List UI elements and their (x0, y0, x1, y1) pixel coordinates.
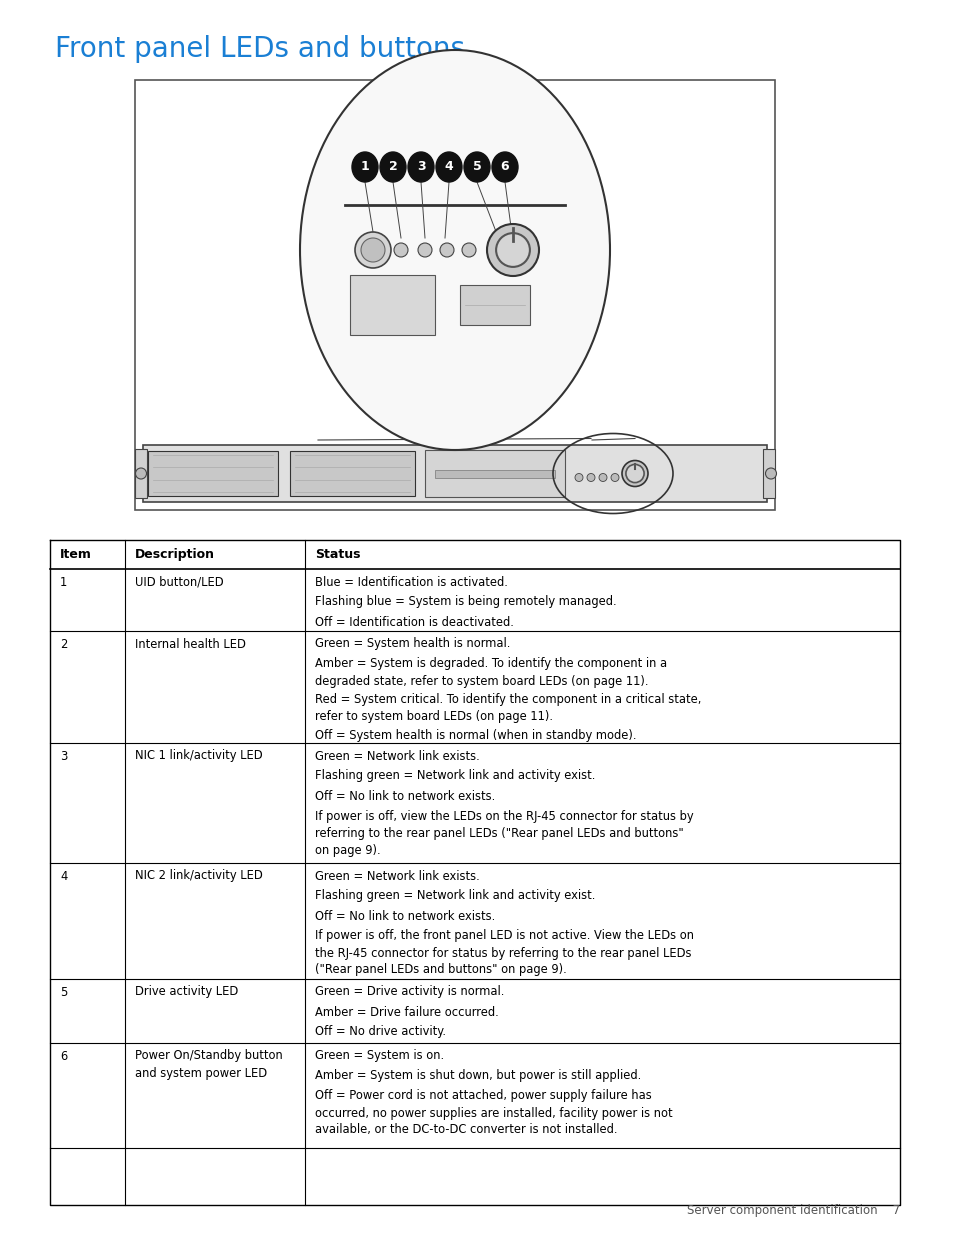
Circle shape (439, 243, 454, 257)
Text: If power is off, the front panel LED is not active. View the LEDs on
the RJ-45 c: If power is off, the front panel LED is … (314, 930, 693, 977)
Text: 2: 2 (60, 637, 68, 651)
Ellipse shape (352, 152, 377, 182)
Circle shape (417, 243, 432, 257)
Ellipse shape (463, 152, 490, 182)
Text: Green = System is on.: Green = System is on. (314, 1050, 444, 1062)
Text: Red = System critical. To identify the component in a critical state,
refer to s: Red = System critical. To identify the c… (314, 693, 700, 722)
Circle shape (135, 468, 147, 479)
Bar (459, 285, 530, 325)
Ellipse shape (379, 152, 406, 182)
Text: 4: 4 (444, 161, 453, 173)
Text: 3: 3 (60, 750, 68, 762)
Text: Amber = System is shut down, but power is still applied.: Amber = System is shut down, but power i… (314, 1070, 640, 1083)
Text: Off = No link to network exists.: Off = No link to network exists. (314, 789, 495, 803)
Circle shape (575, 473, 582, 482)
Bar (148, 451, 277, 496)
Text: 3: 3 (416, 161, 425, 173)
Text: 5: 5 (472, 161, 481, 173)
Text: Internal health LED: Internal health LED (135, 637, 246, 651)
Ellipse shape (299, 49, 609, 450)
Text: 1: 1 (60, 576, 67, 589)
Text: Front panel LEDs and buttons: Front panel LEDs and buttons (55, 35, 464, 63)
Circle shape (355, 232, 391, 268)
Text: Amber = System is degraded. To identify the component in a
degraded state, refer: Amber = System is degraded. To identify … (314, 657, 666, 688)
Bar (135, 80, 774, 510)
Text: Description: Description (135, 548, 214, 561)
Bar (762, 450, 774, 498)
Circle shape (621, 461, 647, 487)
Text: 2: 2 (388, 161, 397, 173)
Text: Off = No drive activity.: Off = No drive activity. (314, 1025, 446, 1039)
Circle shape (461, 243, 476, 257)
Text: Flashing green = Network link and activity exist.: Flashing green = Network link and activi… (314, 889, 595, 903)
Circle shape (586, 473, 595, 482)
Text: 6: 6 (60, 1050, 67, 1062)
Text: 6: 6 (500, 161, 509, 173)
Text: Flashing blue = System is being remotely managed.: Flashing blue = System is being remotely… (314, 595, 616, 609)
Circle shape (486, 224, 538, 275)
Bar (135, 450, 147, 498)
Bar (424, 450, 564, 496)
Text: 5: 5 (60, 986, 68, 999)
Text: Item: Item (60, 548, 91, 561)
Bar (290, 451, 415, 496)
Circle shape (360, 238, 385, 262)
Text: If power is off, view the LEDs on the RJ-45 connector for status by
referring to: If power is off, view the LEDs on the RJ… (314, 809, 693, 857)
Ellipse shape (436, 152, 461, 182)
Text: Flashing green = Network link and activity exist.: Flashing green = Network link and activi… (314, 769, 595, 783)
Text: Green = Network link exists.: Green = Network link exists. (314, 750, 479, 762)
Text: Blue = Identification is activated.: Blue = Identification is activated. (314, 576, 507, 589)
Text: Off = Identification is deactivated.: Off = Identification is deactivated. (314, 615, 514, 629)
Circle shape (394, 243, 408, 257)
Text: Off = Power cord is not attached, power supply failure has
occurred, no power su: Off = Power cord is not attached, power … (314, 1089, 672, 1136)
Bar (435, 469, 555, 478)
Text: 1: 1 (360, 161, 369, 173)
Circle shape (496, 233, 529, 267)
Circle shape (598, 473, 606, 482)
Circle shape (610, 473, 618, 482)
Text: Server component identification    7: Server component identification 7 (686, 1204, 899, 1216)
Text: Drive activity LED: Drive activity LED (135, 986, 238, 999)
Ellipse shape (408, 152, 434, 182)
Text: Status: Status (314, 548, 360, 561)
Text: Off = System health is normal (when in standby mode).: Off = System health is normal (when in s… (314, 729, 636, 741)
Text: 4: 4 (60, 869, 67, 883)
Text: UID button/LED: UID button/LED (135, 576, 223, 589)
Text: NIC 1 link/activity LED: NIC 1 link/activity LED (135, 750, 262, 762)
Bar (350, 275, 435, 335)
Text: Green = Network link exists.: Green = Network link exists. (314, 869, 479, 883)
Text: Green = System health is normal.: Green = System health is normal. (314, 637, 510, 651)
Ellipse shape (492, 152, 517, 182)
Text: Off = No link to network exists.: Off = No link to network exists. (314, 909, 495, 923)
Bar (143, 445, 766, 501)
Circle shape (625, 464, 643, 483)
Text: Amber = Drive failure occurred.: Amber = Drive failure occurred. (314, 1005, 498, 1019)
Text: NIC 2 link/activity LED: NIC 2 link/activity LED (135, 869, 262, 883)
Text: Green = Drive activity is normal.: Green = Drive activity is normal. (314, 986, 504, 999)
Text: Power On/Standby button
and system power LED: Power On/Standby button and system power… (135, 1050, 282, 1081)
Circle shape (764, 468, 776, 479)
